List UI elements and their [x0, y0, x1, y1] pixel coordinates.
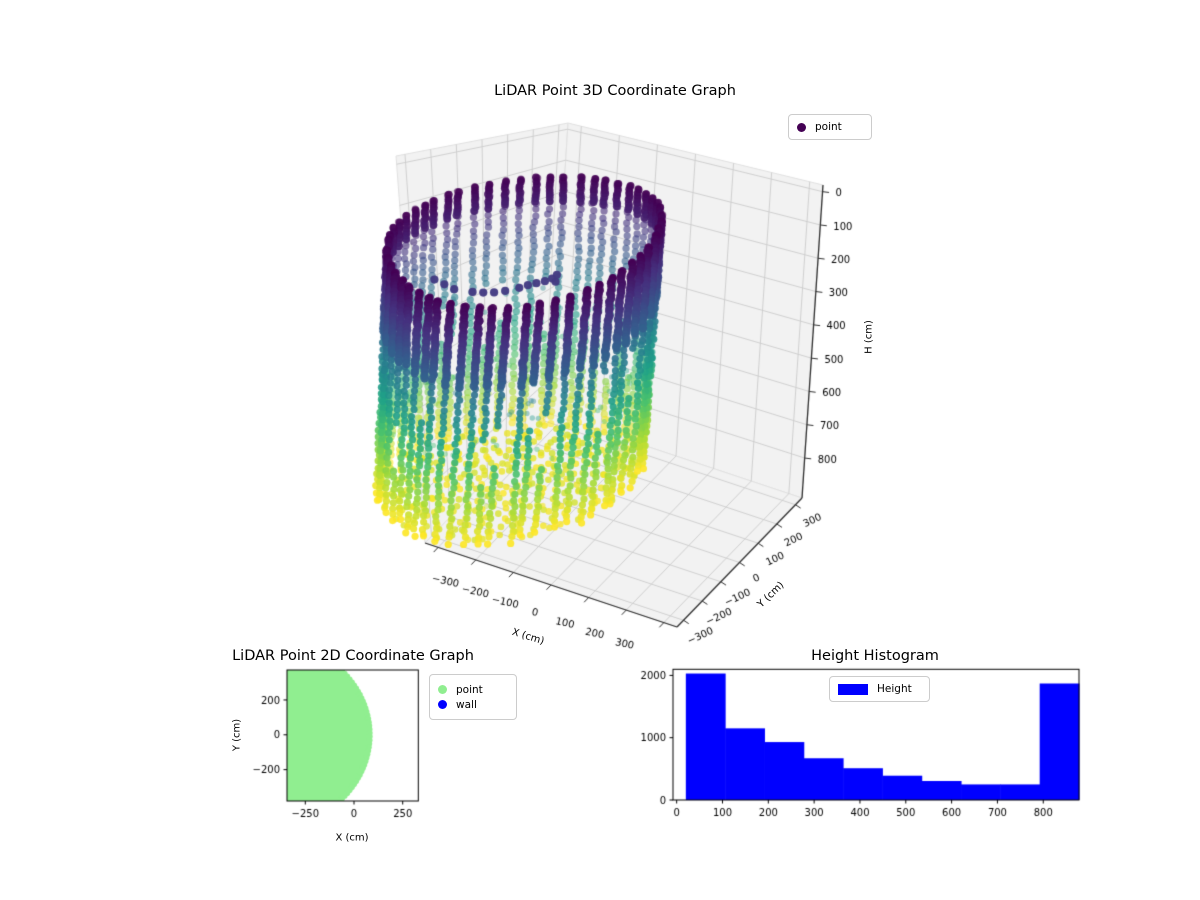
- wall-marker-icon: [438, 700, 447, 709]
- plot3d-legend: point: [788, 114, 872, 140]
- legend-label: wall: [456, 698, 477, 711]
- legend-label: point: [456, 683, 483, 696]
- legend-item-point2d: point: [438, 684, 508, 696]
- legend-item-height: Height: [838, 683, 921, 695]
- plot3d-zaxis-label: H (cm): [863, 320, 875, 354]
- legend-label: Height: [877, 683, 912, 695]
- hist-title: Height Histogram: [811, 648, 939, 664]
- legend-item-wall2d: wall: [438, 699, 508, 711]
- hist-legend: Height: [829, 676, 930, 702]
- point-marker-icon: [797, 122, 806, 132]
- legend-item-point3d: point: [797, 121, 863, 133]
- legend-label: point: [815, 121, 842, 133]
- plot3d-title: LiDAR Point 3D Coordinate Graph: [494, 83, 736, 99]
- plot2d-xaxis-label: X (cm): [335, 832, 369, 844]
- plot2d-yaxis-label: Y (cm): [231, 718, 243, 752]
- point-marker-icon: [438, 685, 447, 694]
- plot2d-legend: point wall: [429, 674, 517, 720]
- plot2d-title: LiDAR Point 2D Coordinate Graph: [232, 648, 474, 664]
- height-swatch-icon: [838, 683, 868, 695]
